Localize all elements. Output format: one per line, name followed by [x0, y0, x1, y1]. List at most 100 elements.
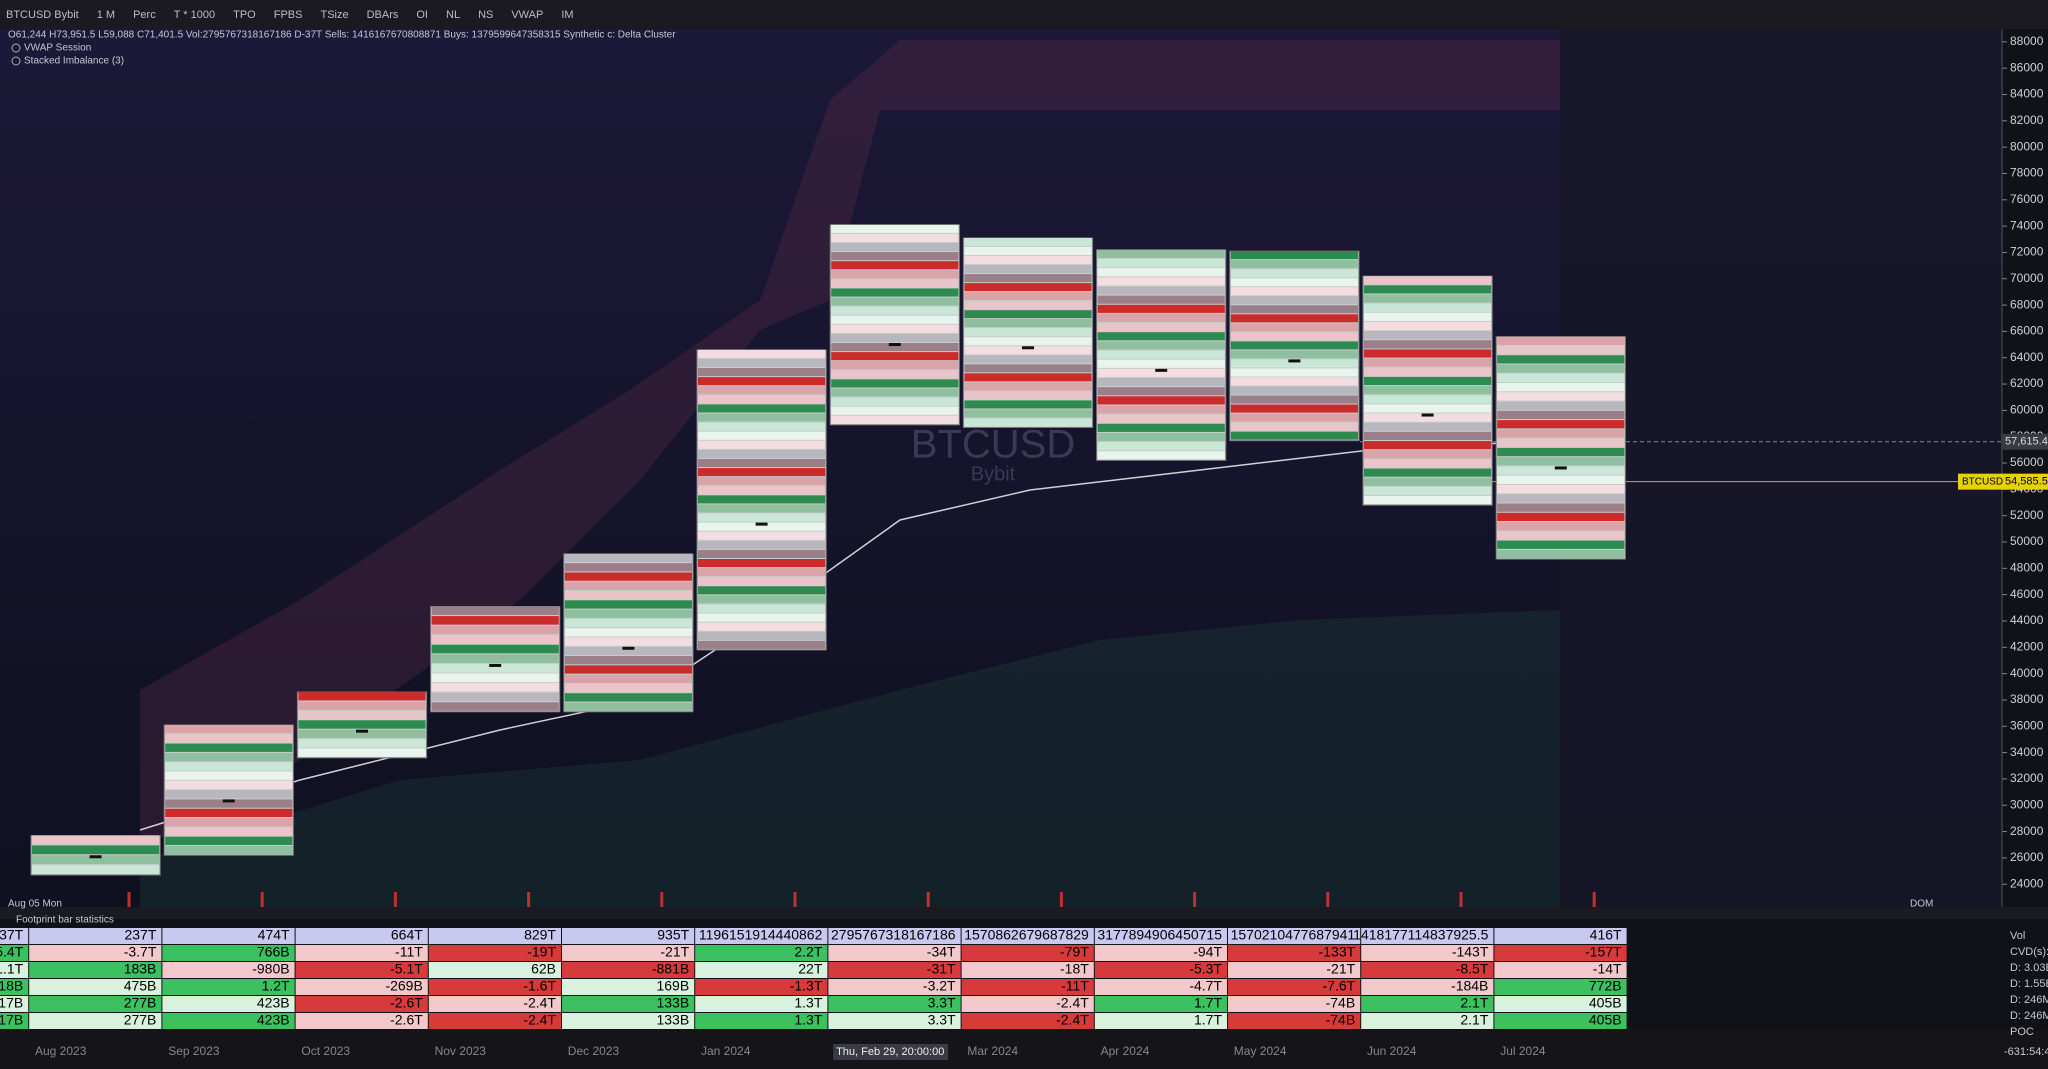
stats-value: -21T — [1326, 961, 1355, 977]
toolbar-item[interactable]: IM — [561, 9, 573, 21]
price-tag-label: 54,585.5 — [2005, 476, 2048, 488]
stats-cell — [0, 1013, 29, 1029]
stats-cell — [29, 996, 162, 1012]
stats-value: -11T — [1061, 978, 1089, 994]
toolbar-item[interactable]: BTCUSD Bybit — [6, 9, 79, 21]
footprint-row — [165, 818, 293, 827]
footprint-row — [698, 513, 826, 522]
footprint-row — [698, 486, 826, 495]
toolbar-item[interactable]: 1 M — [97, 9, 115, 21]
x-tick-label: Jul 2024 — [1500, 1044, 1546, 1058]
footprint-row — [1230, 287, 1358, 296]
stats-cell — [1361, 945, 1494, 961]
y-tick-label: 48000 — [2010, 561, 2044, 575]
stats-value: -34T — [927, 944, 956, 960]
stats-value: 423B — [257, 995, 290, 1011]
footprint-row — [1097, 423, 1225, 432]
footprint-row — [964, 328, 1092, 337]
toolbar-item[interactable]: OI — [416, 9, 428, 21]
stats-cell — [295, 928, 428, 944]
stats-cell — [961, 1013, 1094, 1029]
footprint-row — [1364, 386, 1492, 395]
footprint-row — [298, 710, 426, 720]
footprint-row — [564, 702, 692, 711]
footprint-row — [831, 297, 959, 306]
stats-value: -4.7T — [1189, 978, 1222, 994]
footprint-row — [831, 261, 959, 270]
toolbar-item[interactable]: NS — [478, 9, 493, 21]
footprint-row — [564, 674, 692, 683]
footprint-row — [1097, 451, 1225, 460]
toolbar-item[interactable]: TSize — [320, 9, 348, 21]
toolbar-item[interactable]: NL — [446, 9, 460, 21]
dom-label[interactable]: DOM — [1910, 899, 1933, 910]
footprint-row — [1497, 484, 1625, 494]
y-tick-label: 56000 — [2010, 455, 2044, 469]
x-tick-label: May 2024 — [1234, 1044, 1287, 1058]
stats-value: -980B — [252, 961, 289, 977]
footprint-row — [831, 324, 959, 333]
footprint-row — [564, 693, 692, 702]
toolbar-item[interactable]: T * 1000 — [174, 9, 215, 21]
stats-value: 183B — [124, 961, 157, 977]
stats-cell — [1228, 928, 1361, 944]
x-tick-label: Aug 2023 — [35, 1044, 87, 1058]
stats-cell — [162, 945, 295, 961]
footprint-row — [564, 665, 692, 674]
footprint-row — [831, 306, 959, 315]
toolbar-item[interactable]: DBArs — [367, 9, 399, 21]
footprint-row — [298, 720, 426, 729]
footprint-row — [698, 531, 826, 540]
stats-cell — [961, 962, 1094, 978]
toolbar-item[interactable]: VWAP — [511, 9, 543, 21]
stats-value: 2795767318167186 — [831, 927, 956, 943]
stats-value: -269B — [385, 978, 422, 994]
footprint-row — [1497, 494, 1625, 503]
indicator-icon — [11, 43, 21, 53]
stats-value: -5.3T — [1189, 961, 1222, 977]
price-tag — [2002, 433, 2048, 450]
stats-value: -1.6T — [523, 978, 556, 994]
y-tick-label: 38000 — [2010, 692, 2044, 706]
footprint-row — [964, 418, 1092, 427]
toolbar-item[interactable]: TPO — [233, 9, 256, 21]
stats-title: Footprint bar statistics — [16, 915, 114, 926]
footprint-row — [165, 808, 293, 818]
toolbar-item[interactable]: FPBS — [274, 9, 303, 21]
footprint-row — [1364, 376, 1492, 386]
y-tick-label: 28000 — [2010, 824, 2044, 838]
stats-cell — [1494, 962, 1627, 978]
indicator-icon — [11, 56, 21, 66]
poc-marker — [356, 729, 368, 733]
poc-marker — [1288, 359, 1301, 363]
stats-value: 2.1T — [1460, 995, 1488, 1011]
y-tick-label: 40000 — [2010, 666, 2044, 680]
x-tick-label: Sep 2023 — [168, 1044, 220, 1058]
stats-value: 3.3T — [928, 995, 956, 1011]
footprint-row — [298, 692, 426, 701]
footprint-row — [1497, 457, 1625, 466]
footprint-row — [831, 224, 959, 233]
toolbar-item[interactable]: Perc — [133, 9, 156, 21]
indicator-label[interactable]: VWAP Session — [24, 43, 91, 54]
footprint-row — [964, 382, 1092, 391]
footprint-row — [1097, 442, 1225, 451]
stats-cell — [961, 996, 1094, 1012]
y-tick-label: 76000 — [2010, 192, 2044, 206]
date-label: Aug 05 Mon — [8, 899, 62, 910]
indicator-label[interactable]: Stacked Imbalance (3) — [24, 56, 124, 67]
stats-value: -2.4T — [1056, 1012, 1089, 1028]
footprint-row — [1497, 475, 1625, 484]
stats-value: 277B — [124, 1012, 157, 1028]
footprint-row — [964, 246, 1092, 256]
stats-value: 3177894906450715 — [1097, 927, 1222, 943]
footprint-row — [1230, 395, 1358, 404]
stats-cell — [0, 979, 29, 995]
x-tick-label: Oct 2023 — [301, 1044, 350, 1058]
stats-cell — [1228, 996, 1361, 1012]
footprint-row — [1230, 251, 1358, 260]
watermark-symbol: BTCUSD — [911, 423, 1075, 467]
clock-label: -631:54:4 — [2004, 1046, 2048, 1058]
footprint-row — [32, 835, 160, 845]
footprint-row — [431, 625, 559, 635]
